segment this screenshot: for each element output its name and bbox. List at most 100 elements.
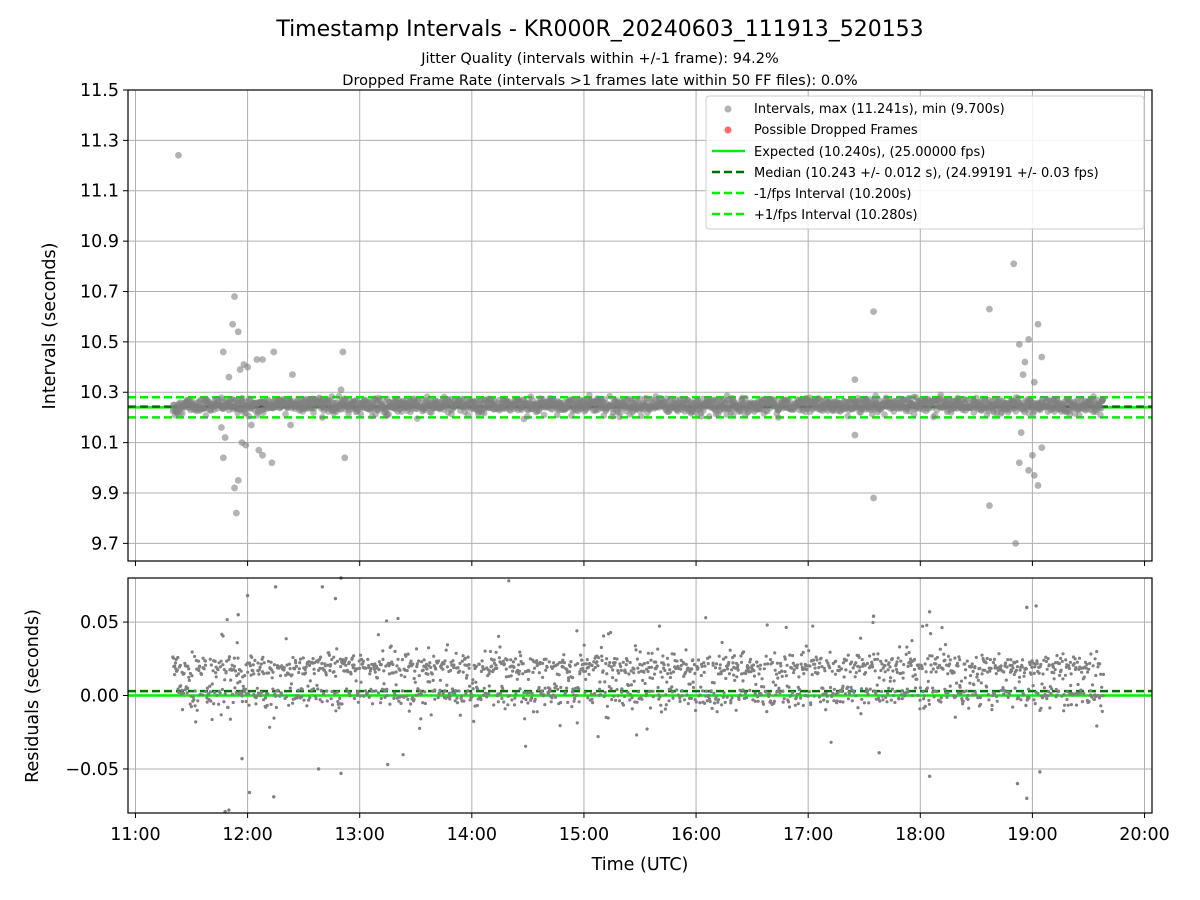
residual-point — [902, 663, 906, 667]
residual-point — [824, 708, 828, 712]
interval-point — [464, 411, 472, 419]
residual-point — [1002, 692, 1006, 696]
residual-point — [423, 701, 427, 706]
x-tick-label: 20:00 — [1119, 825, 1169, 845]
residual-point — [481, 665, 485, 669]
residual-point — [344, 663, 348, 667]
residual-point — [390, 660, 394, 664]
residual-point — [742, 650, 746, 654]
residual-point — [1017, 696, 1021, 700]
residual-point — [885, 700, 889, 704]
residual-point — [1027, 696, 1031, 700]
residual-point — [607, 664, 611, 668]
residual-point — [1086, 670, 1090, 674]
residual-point — [737, 697, 741, 702]
residual-point — [503, 707, 507, 711]
residual-point — [314, 697, 318, 701]
residual-point — [285, 663, 289, 667]
residual-point — [332, 670, 336, 674]
residual-point — [691, 680, 695, 684]
interval-outlier-point — [1019, 371, 1027, 379]
residual-point — [406, 697, 410, 702]
residual-point — [1067, 666, 1071, 671]
residual-point — [1029, 672, 1033, 676]
residual-point — [862, 701, 867, 705]
residual-point — [524, 697, 528, 702]
residual-point — [640, 663, 644, 667]
residual-point — [531, 710, 536, 714]
residual-point — [454, 688, 458, 693]
interval-point — [357, 410, 365, 418]
residual-point — [1055, 654, 1059, 658]
residual-point — [293, 697, 297, 701]
residual-point — [227, 657, 231, 662]
residual-point — [382, 669, 386, 673]
residual-point — [907, 650, 911, 655]
intervals-y-tick-label: 9.7 — [91, 534, 119, 554]
residual-point — [614, 678, 618, 682]
residual-point — [809, 703, 813, 707]
residual-point — [1054, 661, 1058, 665]
residual-point — [1028, 663, 1032, 667]
residual-point — [366, 657, 370, 662]
residual-point — [859, 636, 863, 640]
residual-point — [329, 663, 333, 667]
residual-point — [979, 681, 983, 685]
residual-outlier-point — [320, 585, 325, 589]
residual-point — [329, 697, 333, 701]
intervals-y-tick-label: 10.7 — [80, 282, 119, 302]
residual-point — [296, 688, 300, 692]
legend-label-dropped: Possible Dropped Frames — [754, 123, 918, 138]
residual-point — [728, 648, 732, 652]
residual-point — [968, 674, 973, 678]
residual-point — [1095, 649, 1099, 654]
residual-point — [849, 685, 853, 689]
residual-point — [741, 679, 745, 683]
residual-point — [854, 671, 858, 675]
residual-point — [613, 656, 617, 661]
residual-point — [794, 696, 798, 700]
residual-point — [921, 624, 925, 628]
residual-point — [333, 691, 337, 696]
residual-point — [845, 658, 849, 662]
residual-point — [537, 686, 541, 690]
residual-point — [187, 678, 191, 683]
residual-point — [613, 661, 617, 665]
residual-point — [920, 667, 924, 671]
residual-point — [839, 667, 844, 671]
interval-point — [586, 391, 593, 399]
residual-point — [620, 690, 624, 694]
interval-outlier-point — [234, 477, 242, 484]
residual-point — [506, 703, 510, 707]
residual-point — [1007, 692, 1011, 696]
residual-point — [566, 700, 570, 705]
residual-point — [622, 694, 627, 699]
residual-point — [300, 695, 304, 699]
residual-point — [388, 702, 392, 706]
residual-point — [231, 700, 235, 705]
residual-point — [407, 709, 411, 713]
residual-point — [707, 697, 712, 701]
residual-point — [376, 691, 380, 695]
residual-point — [941, 667, 945, 671]
residual-point — [345, 687, 349, 691]
residual-point — [262, 672, 266, 676]
residual-point — [778, 691, 782, 695]
interval-point — [202, 412, 210, 419]
residual-point — [293, 667, 297, 671]
residual-point — [377, 668, 381, 672]
residual-point — [215, 693, 219, 697]
residual-point — [857, 669, 862, 673]
residual-point — [817, 695, 822, 699]
residual-point — [575, 629, 579, 633]
residual-point — [973, 690, 977, 694]
residual-point — [456, 666, 460, 670]
residual-point — [418, 726, 422, 731]
residual-point — [568, 664, 572, 669]
residual-point — [635, 733, 639, 737]
residual-point — [301, 656, 305, 660]
residual-point — [562, 653, 566, 657]
residual-point — [442, 662, 446, 666]
residual-point — [621, 703, 626, 707]
residual-point — [939, 696, 943, 700]
